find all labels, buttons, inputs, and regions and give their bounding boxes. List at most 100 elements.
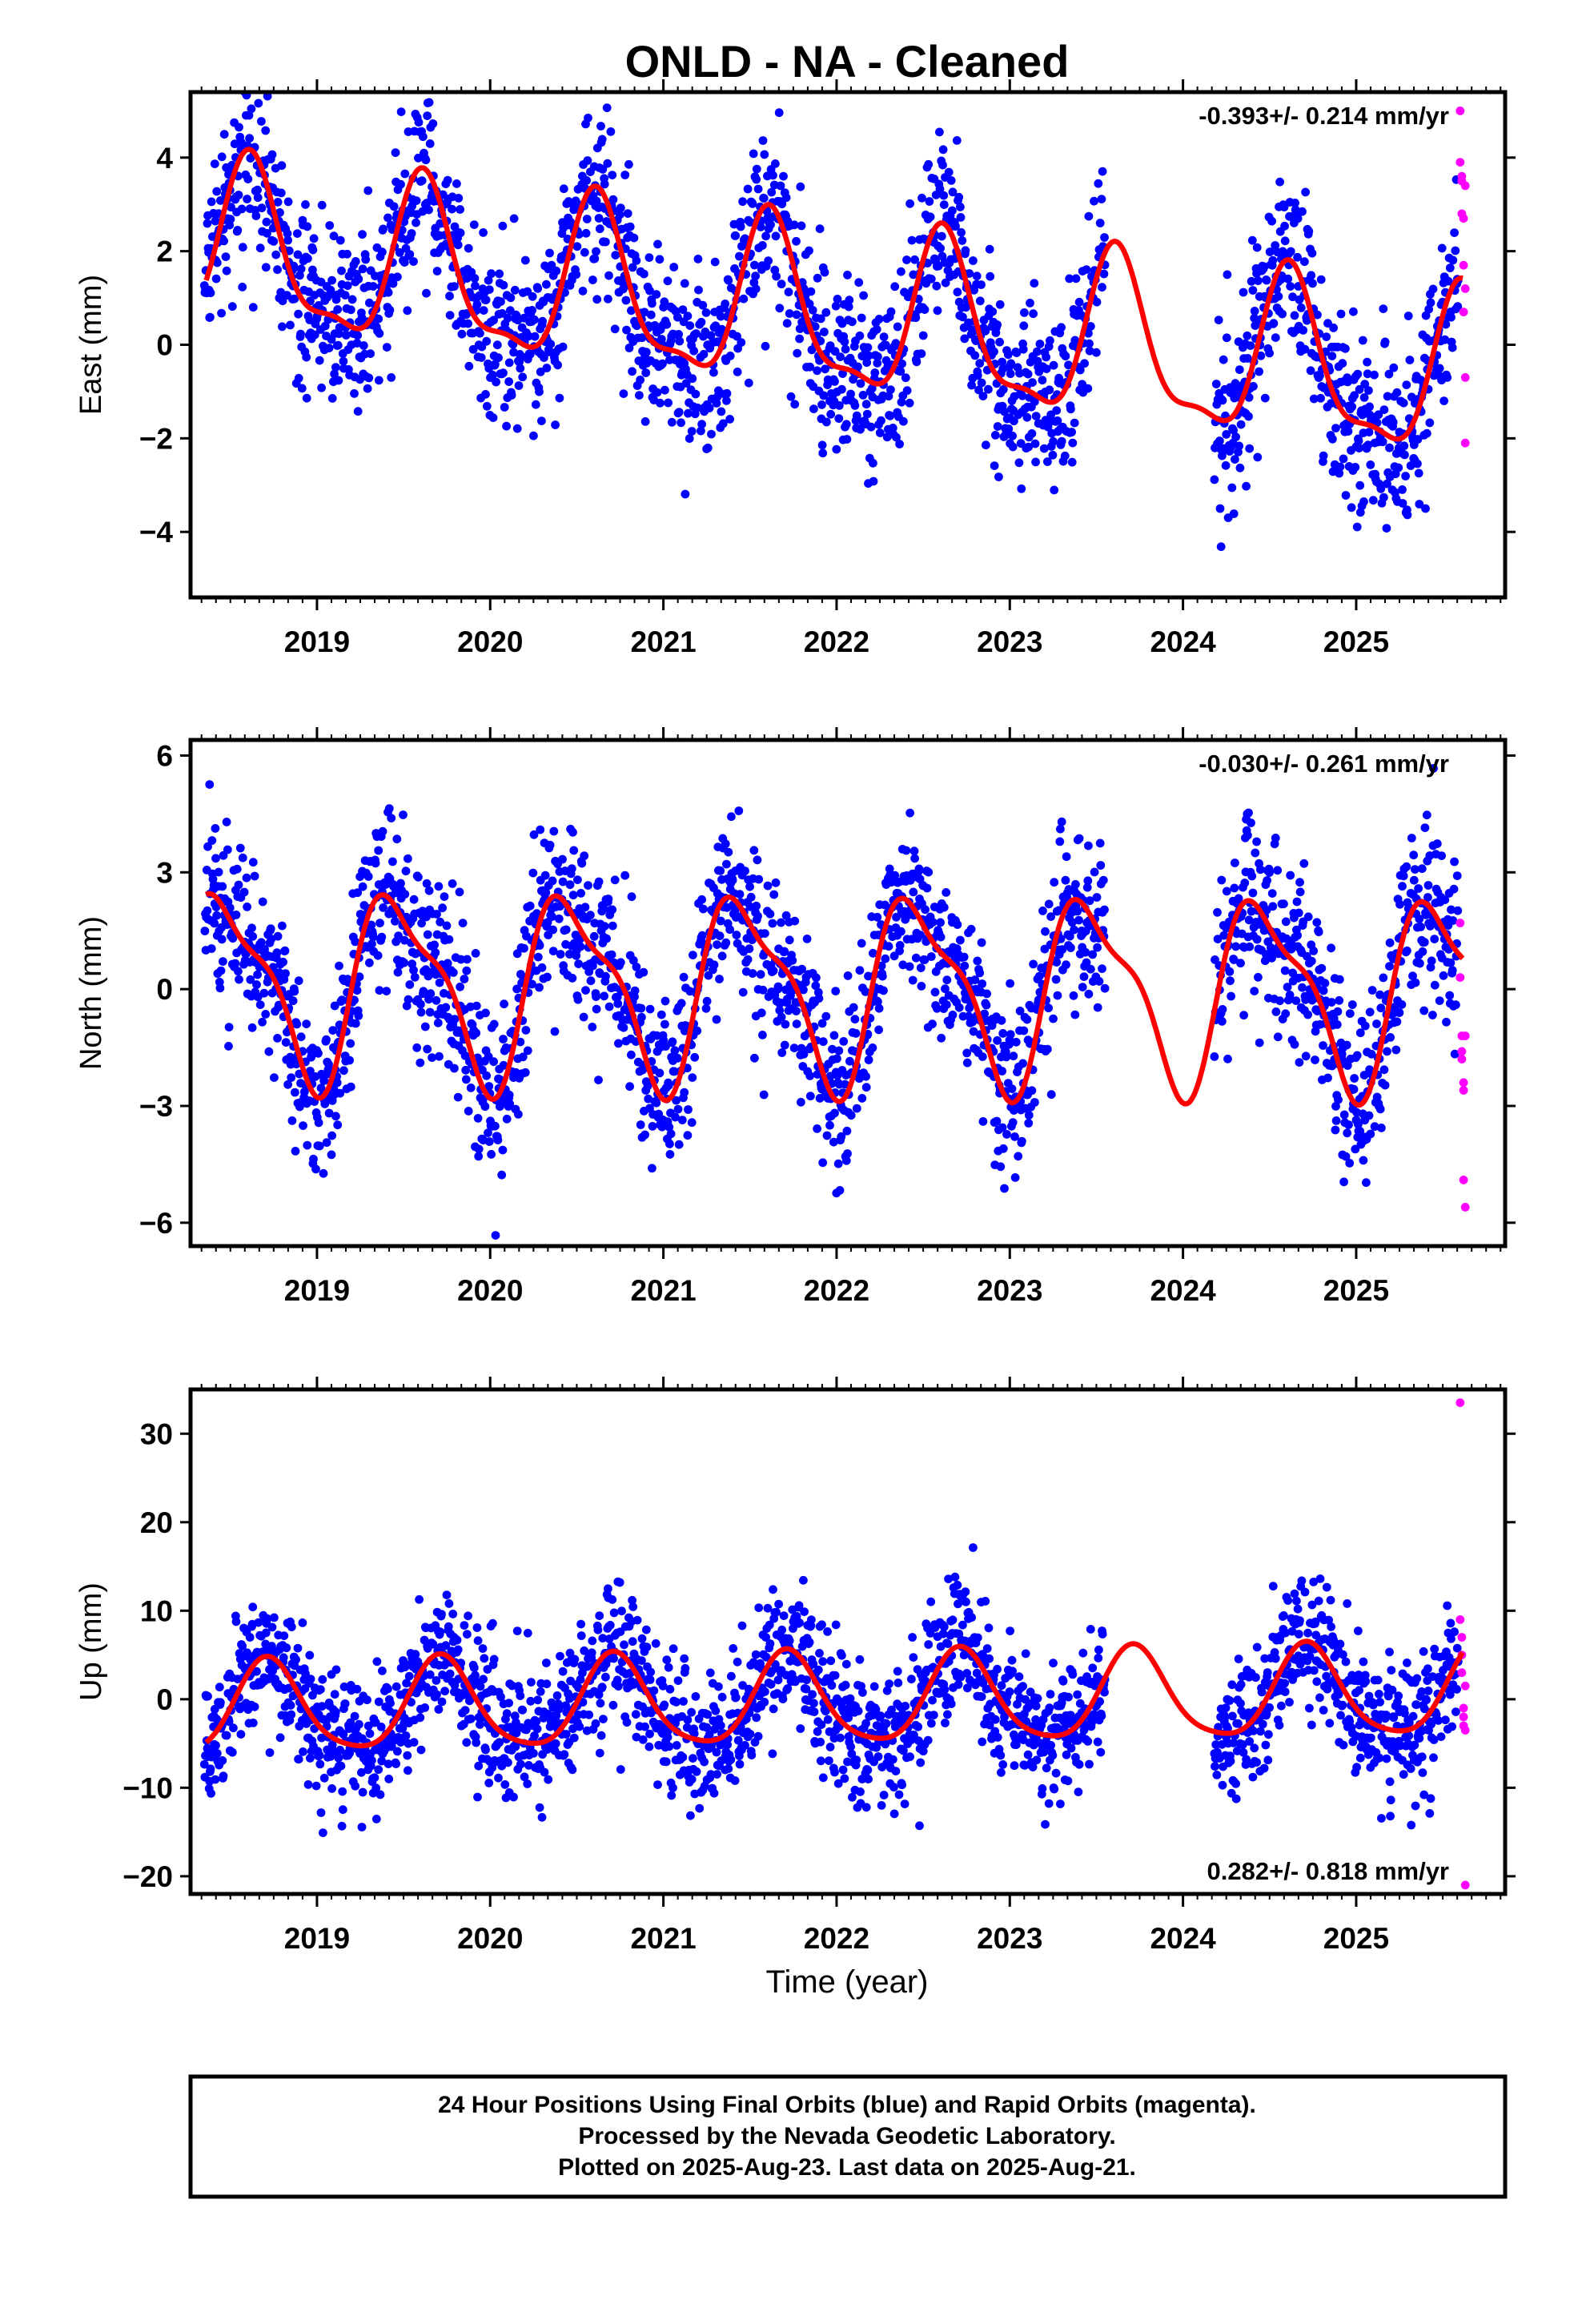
final-orbit-point: [1244, 392, 1254, 402]
final-orbit-point: [278, 921, 287, 931]
final-orbit-point: [1249, 382, 1258, 391]
final-orbit-point: [1301, 1051, 1311, 1061]
final-orbit-point: [864, 1055, 873, 1064]
final-orbit-point: [786, 392, 796, 401]
final-orbit-point: [400, 890, 410, 899]
final-orbit-point: [464, 361, 474, 371]
final-orbit-point: [1323, 1073, 1332, 1083]
final-orbit-point: [1295, 878, 1304, 887]
final-orbit-point: [1359, 1156, 1368, 1165]
final-orbit-point: [881, 954, 890, 963]
final-orbit-point: [335, 1088, 345, 1098]
final-orbit-point: [216, 196, 225, 205]
final-orbit-point: [1399, 398, 1408, 408]
final-orbit-point: [1312, 918, 1322, 927]
final-orbit-point: [456, 955, 466, 964]
final-orbit-point: [212, 187, 222, 196]
final-orbit-point: [1344, 1120, 1353, 1129]
final-orbit-point: [225, 903, 235, 912]
final-orbit-point: [1029, 959, 1038, 969]
final-orbit-point: [1430, 935, 1439, 943]
final-orbit-point: [738, 987, 748, 997]
final-orbit-point: [737, 338, 746, 347]
final-orbit-point: [343, 249, 351, 259]
final-orbit-point: [484, 1137, 494, 1146]
final-orbit-point: [833, 295, 842, 304]
final-orbit-point: [368, 282, 378, 291]
final-orbit-point: [832, 444, 841, 454]
final-orbit-point: [432, 267, 442, 275]
final-orbit-point: [830, 347, 840, 356]
final-orbit-point: [597, 135, 607, 144]
final-orbit-point: [903, 911, 913, 920]
final-orbit-point: [818, 1037, 828, 1047]
final-orbit-point: [1402, 862, 1411, 871]
final-orbit-point: [353, 888, 362, 898]
final-orbit-point: [264, 1047, 274, 1056]
final-orbit-point: [253, 185, 262, 195]
final-orbit-point: [907, 235, 917, 245]
final-orbit-point: [845, 1056, 854, 1066]
final-orbit-point: [664, 1081, 673, 1090]
final-orbit-point: [692, 329, 701, 338]
final-orbit-point: [777, 1012, 786, 1022]
final-orbit-point: [1303, 1010, 1312, 1019]
final-orbit-point: [448, 204, 456, 214]
final-orbit-point: [1345, 1009, 1355, 1018]
final-orbit-point: [757, 1008, 766, 1018]
final-orbit-point: [835, 1186, 845, 1195]
final-orbit-point: [612, 992, 622, 1002]
final-orbit-point: [916, 963, 926, 972]
final-orbit-point: [1448, 255, 1458, 265]
final-orbit-point: [246, 975, 255, 984]
final-orbit-point: [802, 935, 812, 943]
final-orbit-point: [856, 379, 865, 388]
final-orbit-point: [1062, 852, 1071, 862]
final-orbit-point: [843, 1149, 852, 1158]
final-orbit-point: [1061, 352, 1070, 361]
final-orbit-point: [600, 922, 609, 931]
final-orbit-point: [817, 440, 827, 450]
final-orbit-point: [523, 1046, 532, 1055]
final-orbit-point: [977, 378, 986, 388]
final-orbit-point: [1260, 393, 1270, 403]
final-orbit-point: [924, 159, 934, 169]
final-orbit-point: [666, 1129, 676, 1139]
final-orbit-point: [273, 198, 283, 207]
east-final-orbit-points: [199, 53, 1463, 552]
final-orbit-point: [292, 1019, 302, 1029]
final-orbit-point: [1069, 991, 1078, 1000]
final-orbit-point: [1227, 991, 1235, 1001]
final-orbit-point: [331, 1112, 340, 1121]
final-orbit-point: [1299, 858, 1309, 868]
final-orbit-point: [836, 352, 845, 361]
final-orbit-point: [978, 1052, 987, 1061]
final-orbit-point: [383, 287, 393, 297]
final-orbit-point: [993, 1035, 1002, 1045]
final-orbit-point: [500, 999, 508, 1009]
final-orbit-point: [901, 373, 910, 383]
final-orbit-point: [993, 422, 1002, 431]
final-orbit-point: [917, 982, 926, 991]
final-orbit-point: [1448, 916, 1458, 925]
final-orbit-point: [303, 1140, 312, 1150]
final-orbit-point: [248, 53, 257, 62]
final-orbit-point: [499, 280, 508, 290]
final-orbit-point: [1084, 841, 1093, 850]
final-orbit-point: [1319, 986, 1328, 995]
final-orbit-point: [721, 839, 730, 849]
final-orbit-point: [655, 1068, 665, 1078]
final-orbit-point: [346, 1082, 355, 1092]
east-rapid-orbit-points: [1456, 107, 1470, 448]
final-orbit-point: [1365, 402, 1374, 412]
final-orbit-point: [525, 901, 535, 911]
final-orbit-point: [444, 935, 454, 944]
final-orbit-point: [611, 251, 620, 259]
final-orbit-point: [228, 934, 238, 943]
final-orbit-point: [1006, 979, 1014, 988]
final-orbit-point: [283, 197, 293, 207]
final-orbit-point: [217, 308, 226, 318]
final-orbit-point: [857, 939, 866, 948]
final-orbit-point: [1070, 418, 1079, 428]
final-orbit-point: [235, 843, 245, 853]
